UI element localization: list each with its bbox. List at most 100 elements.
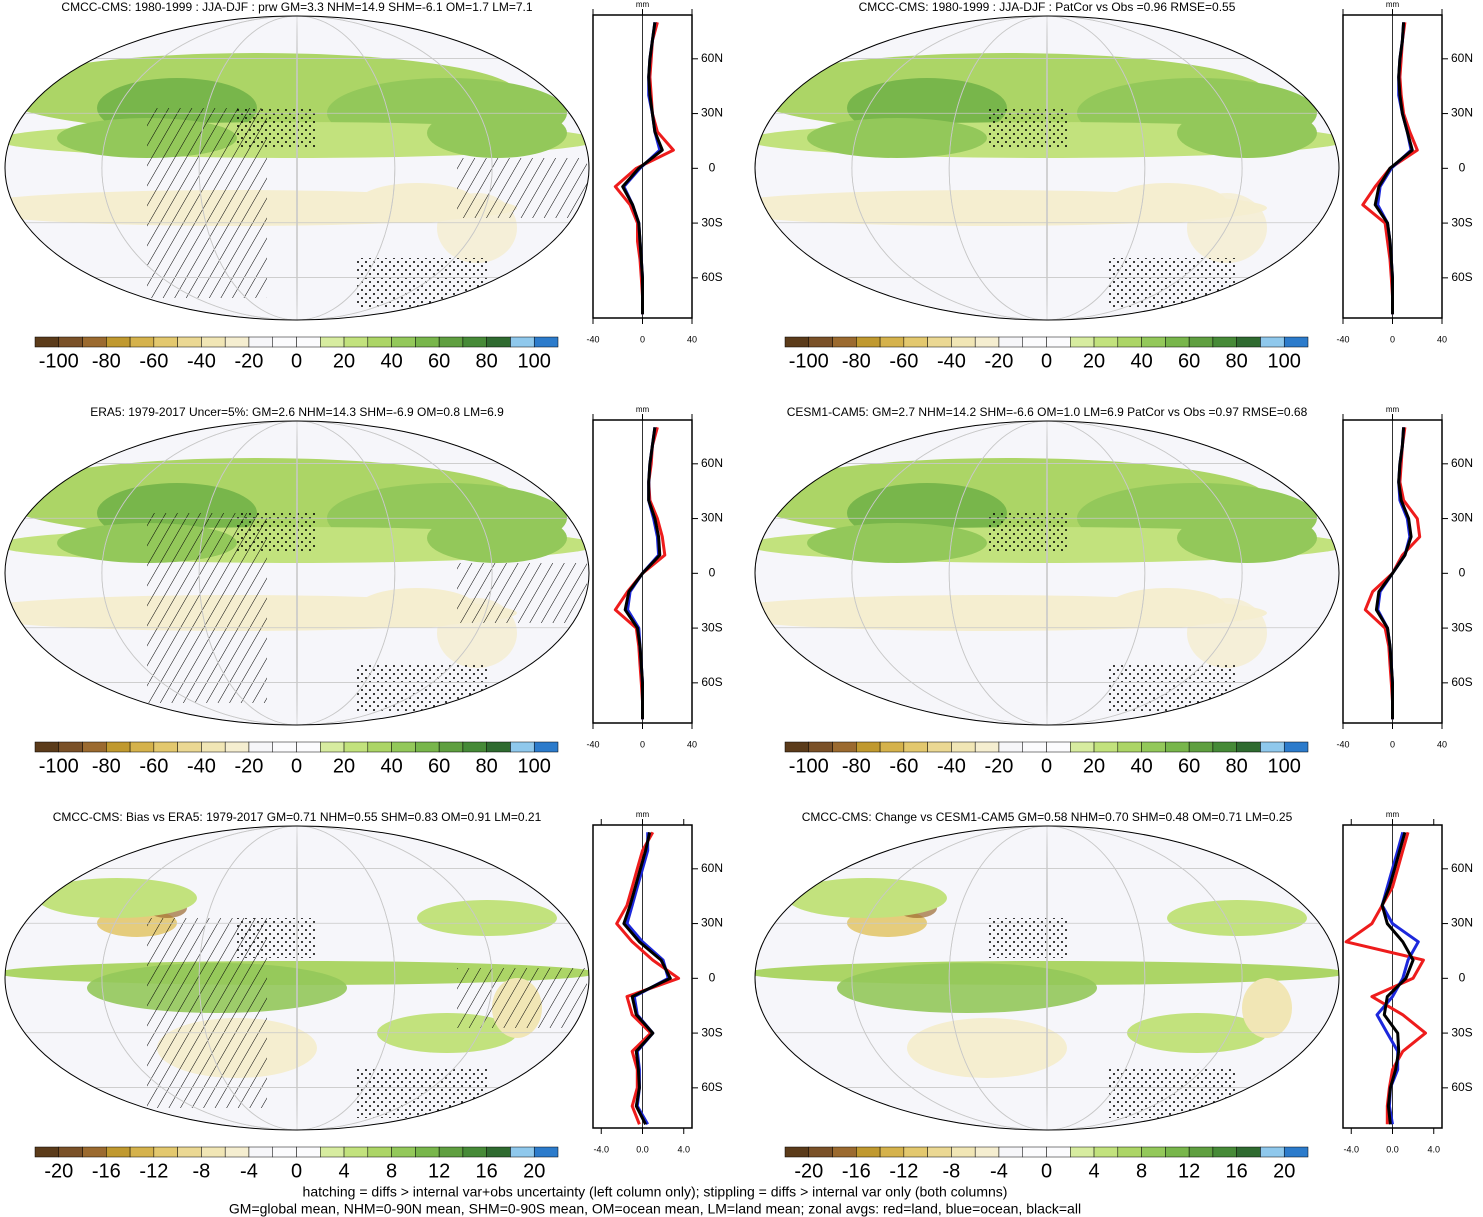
colorbar-box — [177, 741, 202, 753]
colorbar-box — [974, 741, 1000, 753]
colorbar-box — [415, 741, 440, 753]
colorbar-box — [927, 741, 952, 753]
colorbar-box — [1188, 336, 1214, 348]
colorbar-label: 60 — [1178, 350, 1200, 372]
colorbar-label: -60 — [889, 350, 918, 372]
colorbar-label: 60 — [428, 350, 450, 372]
colorbar-label: -40 — [937, 350, 966, 372]
meridian — [1046, 16, 1048, 320]
colorbar-box — [462, 741, 487, 753]
map-field — [1242, 978, 1292, 1038]
colorbar-box — [1236, 741, 1261, 753]
y-tick-label: 60S — [701, 675, 722, 689]
colorbar-label: -12 — [889, 1160, 918, 1182]
map-field — [427, 108, 567, 158]
colorbar-box — [1022, 1146, 1047, 1158]
map-field — [417, 900, 557, 936]
colorbar-box — [343, 1146, 369, 1158]
y-tick-label: 0 — [709, 970, 716, 984]
y-tick-label: 30S — [701, 620, 722, 634]
colorbar-box — [1141, 336, 1166, 348]
colorbar-label: -16 — [92, 1160, 121, 1182]
colorbar-label: 0 — [1041, 755, 1052, 777]
colorbar-box — [1070, 336, 1095, 348]
x-tick-label: 40 — [1437, 334, 1447, 344]
panel: CMCC-CMS: Change vs CESM1-CAM5 GM=0.58 N… — [754, 810, 1473, 1182]
profile-unit: mm — [1386, 0, 1400, 9]
colorbar-box — [1283, 741, 1309, 753]
map-field — [1177, 513, 1317, 563]
colorbar-label: -80 — [842, 350, 871, 372]
y-tick-label: 30N — [701, 106, 723, 120]
colorbar-label: 100 — [1268, 350, 1301, 372]
colorbar-box — [1093, 741, 1119, 753]
colorbar-box — [58, 336, 83, 348]
map-border — [4, 15, 590, 321]
colorbar-box — [367, 336, 392, 348]
colorbar-box — [808, 336, 833, 348]
colorbar-label: -100 — [39, 350, 79, 372]
colorbar-box — [510, 741, 535, 753]
hatching — [457, 968, 587, 1028]
colorbar-label: -100 — [39, 755, 79, 777]
colorbar-box — [1117, 336, 1142, 348]
x-tick-label: 40 — [687, 739, 697, 749]
colorbar-box — [367, 1146, 392, 1158]
x-tick-label: -40 — [586, 334, 599, 344]
meridian — [948, 826, 1146, 1130]
colorbar-box — [153, 336, 178, 348]
x-tick-label: 4.0 — [677, 1144, 690, 1154]
colorbar-box — [784, 1146, 810, 1158]
colorbar-label: 20 — [333, 350, 355, 372]
profile-unit: mm — [636, 0, 650, 9]
colorbar-label: 20 — [1083, 755, 1105, 777]
y-tick-label: 30N — [1451, 916, 1473, 930]
colorbar-box — [153, 741, 178, 753]
stipple — [357, 1068, 487, 1118]
colorbar-label: -20 — [985, 755, 1014, 777]
colorbar-box — [1022, 336, 1047, 348]
colorbar-box — [129, 336, 155, 348]
x-tick-label: 40 — [687, 334, 697, 344]
colorbar-box — [58, 741, 83, 753]
colorbar-label: 8 — [1136, 1160, 1147, 1182]
colorbar-label: 4 — [338, 1160, 349, 1182]
colorbar-label: -20 — [235, 350, 264, 372]
x-tick-label: -4.0 — [593, 1144, 609, 1154]
colorbar-label: -20 — [44, 1160, 73, 1182]
meridian — [851, 826, 1243, 1130]
y-tick-label: 30N — [701, 511, 723, 525]
y-tick-label: 30N — [1451, 106, 1473, 120]
colorbar-box — [1236, 336, 1261, 348]
map-border — [754, 15, 1340, 321]
map-field — [807, 118, 987, 158]
zonal-line — [1380, 831, 1415, 1125]
colorbar-box — [951, 1146, 976, 1158]
colorbar-box — [1165, 1146, 1190, 1158]
colorbar-label: 0 — [1041, 350, 1052, 372]
colorbar-box — [343, 336, 369, 348]
colorbar-label: 12 — [428, 1160, 450, 1182]
zonal-line — [1373, 22, 1414, 315]
colorbar-label: -40 — [937, 755, 966, 777]
x-tick-label: 0.0 — [636, 1144, 649, 1154]
colorbar-box — [224, 1146, 250, 1158]
colorbar-box — [296, 741, 321, 753]
colorbar-box — [510, 336, 535, 348]
colorbar-box — [462, 336, 487, 348]
map-field — [37, 878, 197, 918]
x-tick-label: -40 — [1336, 334, 1349, 344]
footnote: GM=global mean, NHM=0-90N mean, SHM=0-90… — [229, 1201, 1081, 1217]
colorbar-box — [1022, 741, 1047, 753]
x-tick-label: 0 — [640, 739, 645, 749]
colorbar-box — [951, 741, 976, 753]
colorbar-box — [82, 336, 107, 348]
colorbar-box — [34, 1146, 60, 1158]
stipple — [357, 258, 487, 308]
zonal-line — [613, 426, 667, 720]
colorbar-label: -12 — [139, 1160, 168, 1182]
x-tick-label: 0 — [1390, 334, 1395, 344]
y-tick-label: 0 — [1459, 160, 1466, 174]
zonal-line — [622, 831, 672, 1125]
colorbar-box — [201, 336, 226, 348]
